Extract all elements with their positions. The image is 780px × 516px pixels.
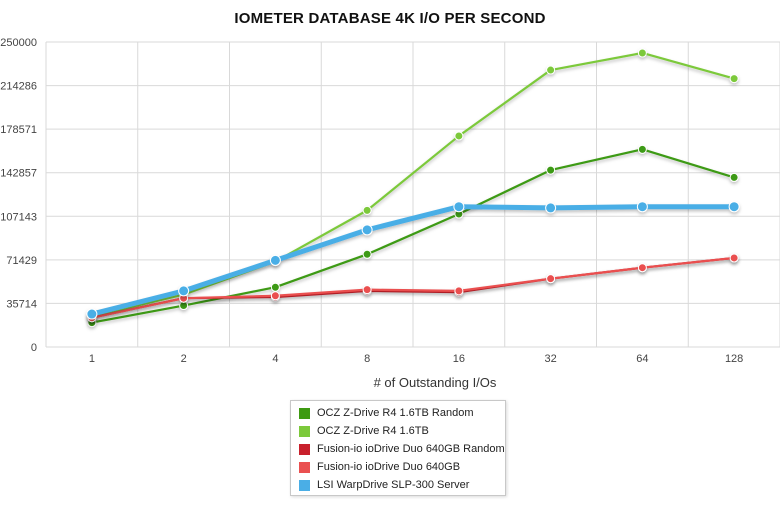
y-tick-label: 71429 (6, 255, 37, 267)
data-point (636, 201, 648, 213)
y-tick-label: 107143 (0, 211, 37, 223)
legend-swatch (299, 407, 310, 419)
y-tick-label: 178571 (0, 124, 37, 136)
data-point (729, 74, 739, 84)
series-line (90, 51, 736, 318)
data-point (546, 65, 556, 75)
legend-item: Fusion-io ioDrive Duo 640GB (299, 459, 460, 475)
line-chart: 0 35714 71429 107143 142857 178571 214286 25000… (0, 37, 780, 390)
y-axis-labels: 0 35714 71429 107143 142857 178571 214286 25000… (0, 37, 37, 354)
data-point (362, 205, 372, 215)
series-3 (87, 253, 739, 323)
data-point (546, 165, 556, 175)
series-4 (86, 201, 740, 320)
y-tick-label: 214286 (0, 81, 37, 93)
data-point (728, 201, 740, 213)
x-tick-label: 8 (364, 353, 370, 365)
data-point (545, 202, 557, 214)
data-point (729, 253, 739, 263)
legend-swatch (299, 443, 310, 455)
data-point (178, 285, 190, 297)
data-point (361, 224, 373, 236)
series-0 (87, 144, 739, 328)
x-tick-label: 64 (636, 353, 648, 365)
legend-label: LSI WarpDrive SLP-300 Server (317, 479, 470, 491)
data-point (637, 144, 647, 154)
legend-swatch (299, 479, 310, 491)
legend-label: OCZ Z-Drive R4 1.6TB (317, 425, 429, 437)
series-line (90, 148, 736, 324)
legend-swatch (299, 461, 310, 473)
legend-label: Fusion-io ioDrive Duo 640GB Random (317, 443, 505, 455)
x-tick-label: 16 (453, 353, 465, 365)
x-tick-label: 128 (725, 353, 743, 365)
data-point (86, 308, 98, 320)
legend-label: OCZ Z-Drive R4 1.6TB Random (317, 407, 474, 419)
x-tick-label: 1 (89, 353, 95, 365)
series-line (89, 204, 737, 317)
legend: OCZ Z-Drive R4 1.6TB Random OCZ Z-Drive R… (290, 400, 506, 496)
data-point (546, 274, 556, 284)
data-point (362, 249, 372, 259)
x-tick-label: 2 (181, 353, 187, 365)
chart-title: IOMETER DATABASE 4K I/O PER SECOND (234, 10, 546, 27)
data-point (269, 254, 281, 266)
legend-item: LSI WarpDrive SLP-300 Server (299, 477, 469, 493)
x-tick-label: 32 (545, 353, 557, 365)
data-point (179, 301, 189, 311)
data-point (270, 291, 280, 301)
data-point (637, 263, 647, 273)
data-point (270, 282, 280, 292)
y-tick-label: 35714 (6, 298, 37, 310)
y-tick-label: 142857 (0, 168, 37, 180)
series-line (90, 256, 736, 319)
data-point (454, 286, 464, 296)
legend-item: OCZ Z-Drive R4 1.6TB Random (299, 405, 473, 421)
data-point (454, 131, 464, 141)
legend-swatch (299, 425, 310, 437)
data-point (453, 201, 465, 213)
data-point (362, 285, 372, 295)
x-tick-label: 4 (272, 353, 278, 365)
x-axis-title: # of Outstanding I/Os (374, 375, 497, 390)
data-point (637, 48, 647, 58)
x-axis-labels: 1 2 4 8 16 32 64 128 (89, 353, 743, 365)
y-tick-label: 0 (31, 342, 37, 354)
y-tick-label: 250000 (0, 37, 37, 49)
legend-label: Fusion-io ioDrive Duo 640GB (317, 461, 461, 473)
legend-item: OCZ Z-Drive R4 1.6TB (299, 423, 429, 439)
series-lines (86, 48, 740, 328)
data-point (729, 172, 739, 182)
legend-item: Fusion-io ioDrive Duo 640GB Random (299, 441, 505, 457)
